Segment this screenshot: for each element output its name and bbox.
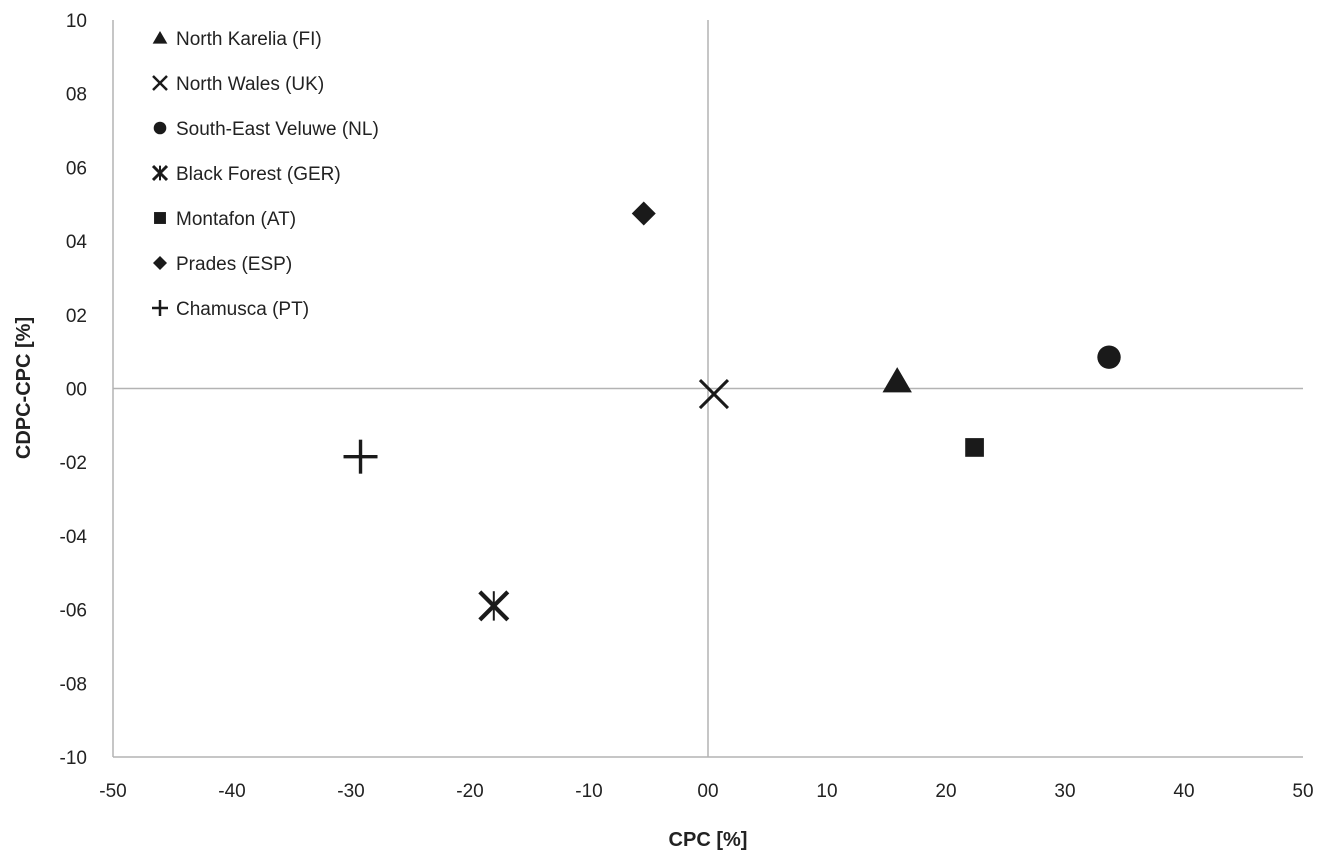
x-tick-label: -10 xyxy=(575,781,602,802)
y-tick-label: -10 xyxy=(60,748,87,769)
y-tick-label: 04 xyxy=(66,232,88,253)
y-tick-label: -02 xyxy=(60,453,87,474)
legend-label: South-East Veluwe (NL) xyxy=(176,119,379,140)
point-x xyxy=(698,378,730,410)
legend-item: Black Forest (GER) xyxy=(151,164,341,185)
legend-icon-square xyxy=(154,212,166,224)
point-plus xyxy=(343,439,378,474)
point-square xyxy=(965,438,984,457)
y-tick-label: -06 xyxy=(60,601,87,622)
x-tick-label: -40 xyxy=(218,781,245,802)
legend-icon-triangle xyxy=(152,31,168,44)
point-asterisk xyxy=(478,590,510,622)
x-tick-label: -50 xyxy=(99,781,126,802)
x-tick-label: 10 xyxy=(816,781,837,802)
x-axis-title: CPC [%] xyxy=(669,829,748,851)
data-points xyxy=(343,201,1121,622)
legend-label: Black Forest (GER) xyxy=(176,164,341,185)
y-tick-label: 02 xyxy=(66,306,87,327)
y-tick-label: 10 xyxy=(66,11,87,32)
y-axis-title: CDPC-CPC [%] xyxy=(13,317,35,459)
legend-icon-diamond xyxy=(153,256,167,270)
legend-label: Chamusca (PT) xyxy=(176,299,309,320)
legend-icon-x xyxy=(152,75,168,91)
legend-item: Montafon (AT) xyxy=(154,209,296,230)
y-tick-label: 06 xyxy=(66,158,87,179)
legend-item: Prades (ESP) xyxy=(153,254,292,275)
x-tick-label: 20 xyxy=(935,781,956,802)
legend-item: South-East Veluwe (NL) xyxy=(153,119,379,140)
y-tick-label: 08 xyxy=(66,85,87,106)
legend-item: North Karelia (FI) xyxy=(152,29,322,50)
legend-item: Chamusca (PT) xyxy=(152,299,309,320)
x-tick-label: -20 xyxy=(456,781,483,802)
y-tick-label: -08 xyxy=(60,674,87,695)
legend-icon-circle xyxy=(153,121,167,135)
x-tick-label: 00 xyxy=(697,781,718,802)
point-diamond xyxy=(631,201,656,226)
point-circle xyxy=(1097,345,1121,369)
legend: North Karelia (FI) North Wales (UK) South-… xyxy=(151,29,379,320)
legend-label: Prades (ESP) xyxy=(176,254,292,275)
y-tick-label: 00 xyxy=(66,380,87,401)
legend-icon-plus xyxy=(152,300,168,316)
legend-item: North Wales (UK) xyxy=(152,74,324,95)
point-triangle xyxy=(882,367,912,393)
x-tick-label: 40 xyxy=(1173,781,1194,802)
tick-labels: -50 -40 -30 -20 -10 00 10 20 30 40 50 10 08 06 04 02 00 -… xyxy=(60,11,1314,802)
legend-label: North Wales (UK) xyxy=(176,74,324,95)
legend-icon-asterisk xyxy=(151,164,169,182)
x-tick-label: -30 xyxy=(337,781,364,802)
legend-label: Montafon (AT) xyxy=(176,209,296,230)
legend-label: North Karelia (FI) xyxy=(176,29,322,50)
x-tick-label: 50 xyxy=(1292,781,1313,802)
y-tick-label: -04 xyxy=(60,527,88,548)
x-tick-label: 30 xyxy=(1054,781,1075,802)
